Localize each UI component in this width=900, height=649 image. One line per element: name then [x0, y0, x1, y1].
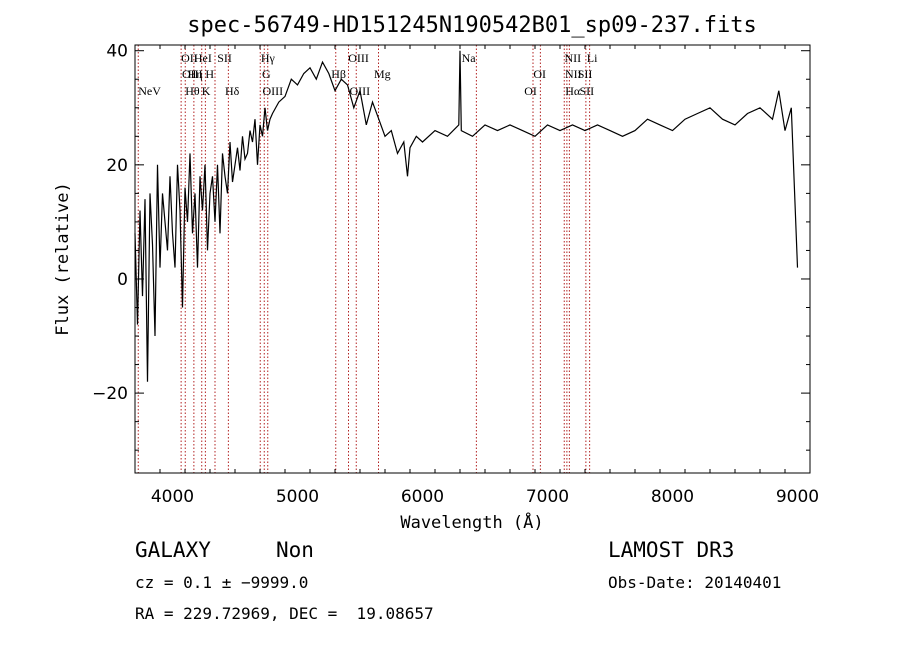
emission-line-markers	[137, 45, 591, 473]
emission-label-3: Hθ	[185, 84, 200, 98]
emission-label-24: Li	[587, 51, 598, 65]
emission-label-16: Mg	[374, 67, 391, 81]
redshift: cz = 0.1 ± −9999.0	[135, 573, 309, 592]
y-tick-label-0: −20	[92, 384, 128, 404]
emission-label-8: SII	[217, 51, 232, 65]
coordinates: RA = 229.72969, DEC = 19.08657	[135, 604, 434, 623]
x-tick-label-1: 5000	[276, 487, 319, 507]
emission-label-19: OI	[524, 84, 537, 98]
emission-label-5: HeI	[194, 51, 212, 65]
emission-line-labels: NeVOIIOIIIHθHηHeIKHSIIHδHγGOIIIHβOIIIOII…	[138, 51, 598, 98]
plot-frame	[134, 44, 811, 474]
emission-label-14: OIII	[348, 51, 369, 65]
emission-label-1: OII	[181, 51, 198, 65]
emission-label-12: OIII	[263, 84, 284, 98]
y-tick-label-3: 40	[106, 42, 128, 62]
x-axis-ticks: 4000 5000 6000 7000 8000 9000	[134, 45, 819, 507]
y-tick-label-2: 20	[106, 156, 128, 176]
emission-label-11: G	[262, 67, 271, 81]
emission-label-22: Hα	[565, 84, 581, 98]
y-tick-label-1: 0	[117, 270, 128, 290]
emission-label-2: OIII	[182, 67, 203, 81]
emission-label-0: NeV	[138, 84, 161, 98]
x-tick-label-0: 4000	[151, 487, 194, 507]
subclass: Non	[276, 538, 314, 562]
emission-label-13: Hβ	[331, 67, 346, 81]
emission-label-25: SII	[580, 84, 595, 98]
obs-date: Obs-Date: 20140401	[608, 573, 782, 592]
emission-label-9: Hδ	[225, 84, 240, 98]
y-axis-ticks: −20 0 20 40	[92, 42, 810, 451]
emission-label-23: SII	[578, 67, 593, 81]
y-axis-label: Flux (relative)	[53, 182, 73, 336]
x-tick-label-3: 7000	[526, 487, 569, 507]
object-class: GALAXY	[135, 538, 211, 562]
emission-label-6: K	[202, 84, 211, 98]
emission-label-18: OI	[533, 67, 546, 81]
x-tick-label-2: 6000	[401, 487, 444, 507]
emission-label-4: Hη	[188, 67, 203, 81]
survey-name: LAMOST DR3	[608, 538, 735, 562]
chart-title: spec-56749-HD151245N190542B01_sp09-237.f…	[187, 13, 757, 38]
x-axis-label: Wavelength (Å)	[400, 511, 543, 533]
emission-label-10: Hγ	[261, 51, 276, 65]
emission-label-20: NII	[565, 51, 582, 65]
spectrum-line	[134, 50, 799, 382]
emission-label-7: H	[205, 67, 214, 81]
emission-label-17: Na	[462, 51, 477, 65]
x-tick-label-5: 9000	[776, 487, 819, 507]
emission-label-21: NII	[565, 67, 582, 81]
x-tick-label-4: 8000	[651, 487, 694, 507]
